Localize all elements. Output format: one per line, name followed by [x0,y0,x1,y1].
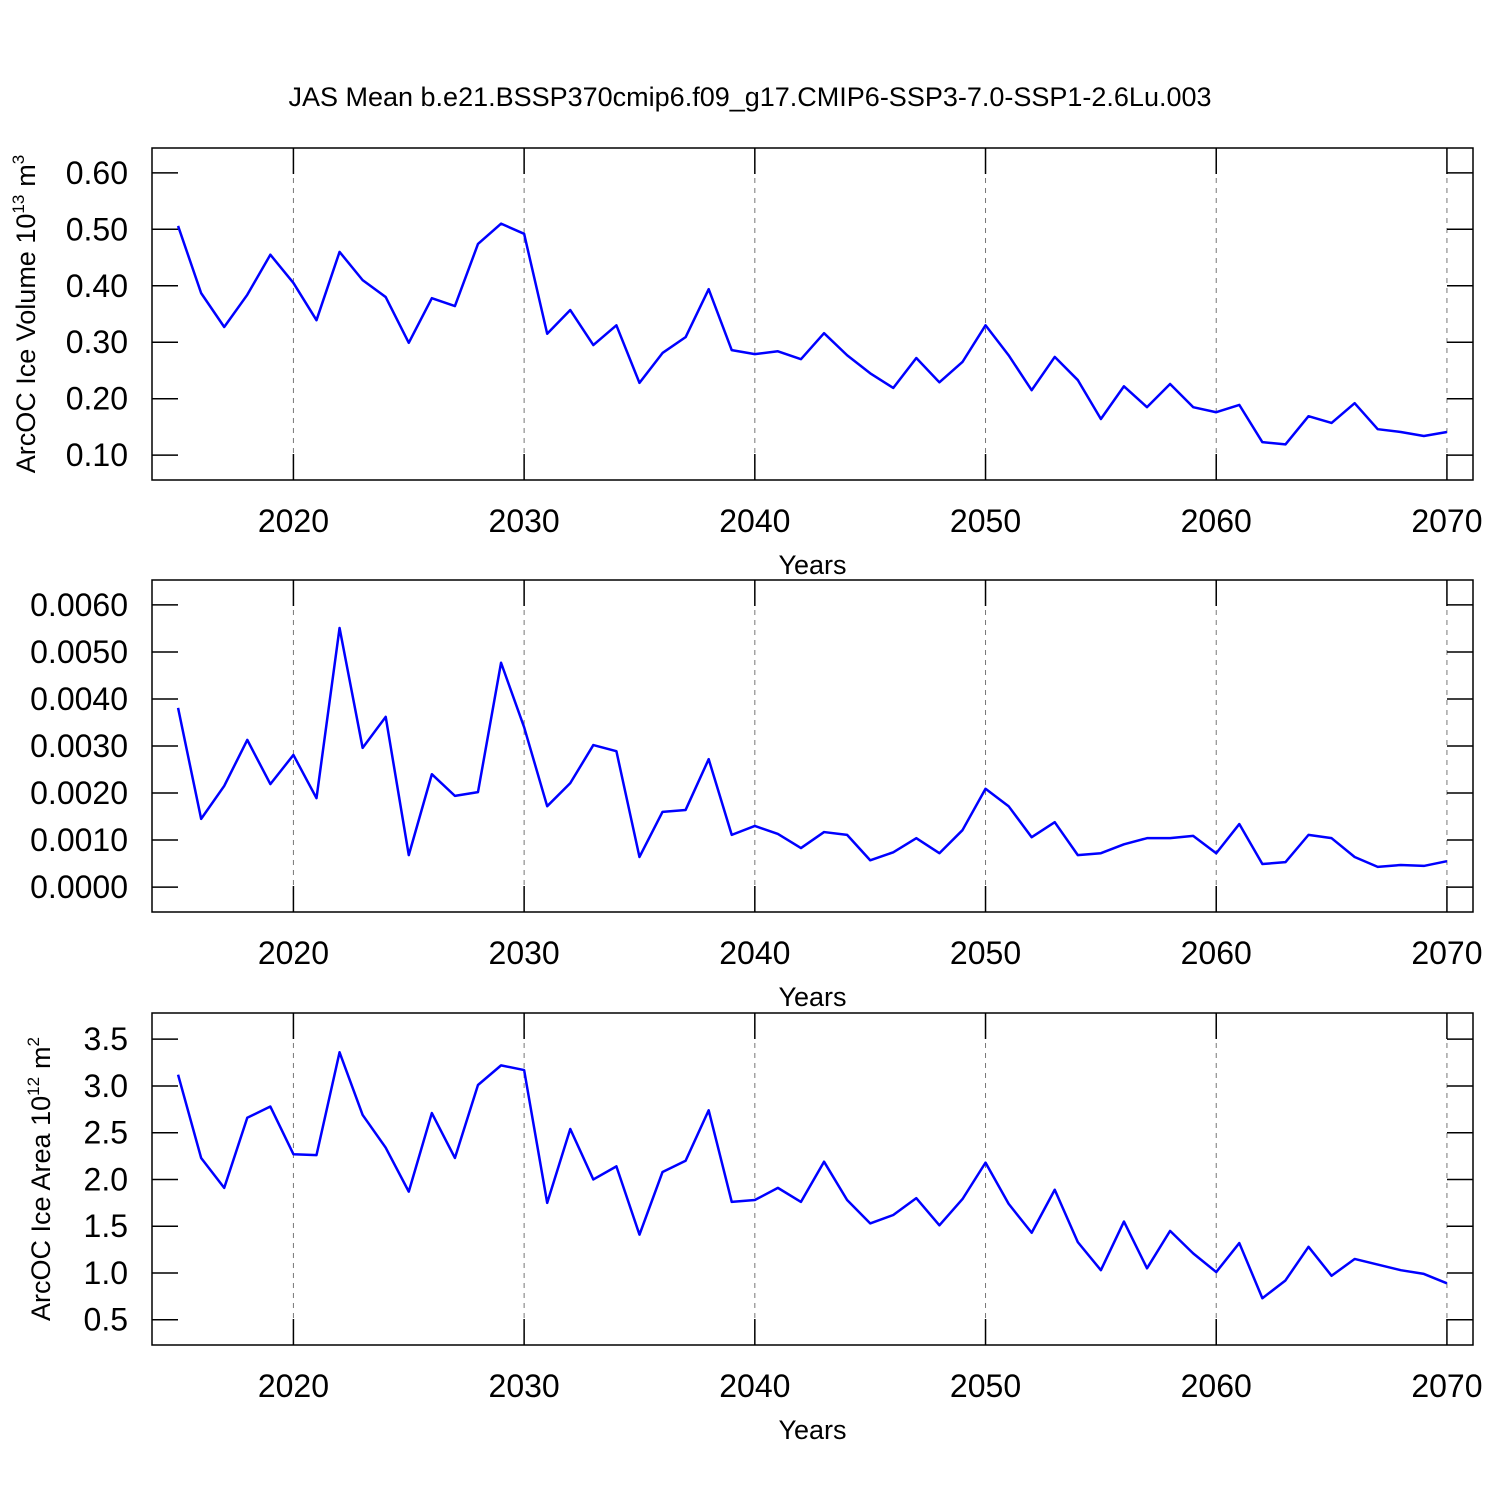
plot-frame [151,579,1474,913]
x-tick-label: 2030 [489,935,560,971]
y-tick-label: 0.0040 [30,681,128,717]
figure-title: JAS Mean b.e21.BSSP370cmip6.f09_g17.CMIP… [288,82,1211,112]
y-tick-label: 2.0 [84,1161,128,1197]
x-tick-label: 2070 [1411,503,1482,539]
x-tick-label: 2040 [719,935,790,971]
y-tick-label: 2.5 [84,1115,128,1151]
x-tick-label: 2060 [1181,503,1252,539]
x-axis-label: Years [778,550,846,580]
x-tick-label: 2020 [258,1368,329,1404]
y-tick-label: 1.0 [84,1255,128,1291]
y-tick-label: 0.0030 [30,728,128,764]
y-tick-label: 0.0000 [30,869,128,905]
y-tick-label: 3.0 [84,1068,128,1104]
x-axis-label: Years [778,1415,846,1445]
x-tick-label: 2070 [1411,1368,1482,1404]
x-axis-label: Years [778,982,846,1012]
y-tick-label: 0.0010 [30,822,128,858]
y-tick-label: 0.10 [66,437,128,473]
y-label-exponent: 12 [24,1077,43,1096]
y-label-unit-exponent: 2 [24,1037,43,1046]
x-tick-label: 2030 [489,1368,560,1404]
y-tick-label: 0.40 [66,268,128,304]
plot-frame [151,147,1474,481]
plot-frame [151,1012,1474,1346]
x-tick-label: 2050 [950,1368,1021,1404]
y-label-text: ArcOC Ice Area 10 [26,1096,56,1321]
y-tick-label: 0.0050 [30,634,128,670]
y-tick-label: 3.5 [84,1021,128,1057]
x-tick-label: 2020 [258,935,329,971]
x-tick-label: 2030 [489,503,560,539]
y-tick-label: 0.60 [66,155,128,191]
x-tick-label: 2050 [950,503,1021,539]
y-tick-label: 0.5 [84,1302,128,1338]
y-tick-label: 0.50 [66,211,128,247]
y-axis-label: ArcOC Ice Area 1012 m2 [24,1037,56,1321]
x-tick-label: 2040 [719,1368,790,1404]
y-label-exponent: 13 [9,195,28,214]
y-tick-label: 0.0060 [30,587,128,623]
y-axis-label: ArcOC Ice Volume 1013 m3 [9,155,41,474]
data-line [176,222,1448,446]
y-tick-label: 0.0020 [30,775,128,811]
x-tick-label: 2070 [1411,935,1482,971]
data-line [176,626,1448,869]
y-label-unit: m [26,1046,56,1069]
y-label-text: ArcOC Ice Volume 10 [11,214,41,474]
x-tick-label: 2060 [1181,935,1252,971]
y-label-unit: m [11,164,41,187]
x-tick-label: 2050 [950,935,1021,971]
x-tick-label: 2060 [1181,1368,1252,1404]
y-tick-label: 0.30 [66,324,128,360]
data-line [176,1051,1448,1300]
y-tick-label: 0.20 [66,381,128,417]
x-tick-label: 2040 [719,503,790,539]
y-tick-label: 1.5 [84,1208,128,1244]
y-label-unit-exponent: 3 [9,155,28,164]
x-tick-label: 2020 [258,503,329,539]
